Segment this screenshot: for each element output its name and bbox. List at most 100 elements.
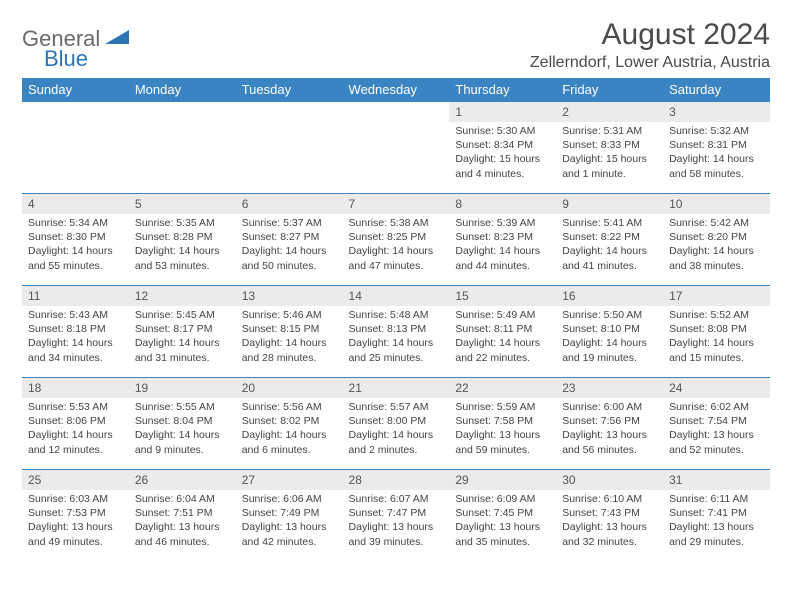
day-number: 7 [343,194,450,214]
day-details: Sunrise: 6:11 AMSunset: 7:41 PMDaylight:… [663,490,770,553]
day-details: Sunrise: 5:34 AMSunset: 8:30 PMDaylight:… [22,214,129,277]
calendar-day-cell: 15Sunrise: 5:49 AMSunset: 8:11 PMDayligh… [449,286,556,378]
calendar-day-cell: 23Sunrise: 6:00 AMSunset: 7:56 PMDayligh… [556,378,663,470]
calendar-day-cell: 7Sunrise: 5:38 AMSunset: 8:25 PMDaylight… [343,194,450,286]
calendar-week-row: 1Sunrise: 5:30 AMSunset: 8:34 PMDaylight… [22,102,770,194]
location-text: Zellerndorf, Lower Austria, Austria [530,54,770,72]
calendar-day-cell: 25Sunrise: 6:03 AMSunset: 7:53 PMDayligh… [22,470,129,562]
calendar-day-cell: 4Sunrise: 5:34 AMSunset: 8:30 PMDaylight… [22,194,129,286]
day-details: Sunrise: 5:38 AMSunset: 8:25 PMDaylight:… [343,214,450,277]
calendar-day-cell: 1Sunrise: 5:30 AMSunset: 8:34 PMDaylight… [449,102,556,194]
calendar-day-cell: 5Sunrise: 5:35 AMSunset: 8:28 PMDaylight… [129,194,236,286]
day-details: Sunrise: 5:57 AMSunset: 8:00 PMDaylight:… [343,398,450,461]
day-number: 8 [449,194,556,214]
calendar-day-cell: 31Sunrise: 6:11 AMSunset: 7:41 PMDayligh… [663,470,770,562]
weekday-header-row: SundayMondayTuesdayWednesdayThursdayFrid… [22,78,770,102]
day-number: 2 [556,102,663,122]
calendar-table: SundayMondayTuesdayWednesdayThursdayFrid… [22,78,770,562]
calendar-day-cell: 6Sunrise: 5:37 AMSunset: 8:27 PMDaylight… [236,194,343,286]
calendar-day-cell: 27Sunrise: 6:06 AMSunset: 7:49 PMDayligh… [236,470,343,562]
day-details: Sunrise: 5:35 AMSunset: 8:28 PMDaylight:… [129,214,236,277]
calendar-day-cell: 16Sunrise: 5:50 AMSunset: 8:10 PMDayligh… [556,286,663,378]
day-number: 12 [129,286,236,306]
day-details: Sunrise: 5:37 AMSunset: 8:27 PMDaylight:… [236,214,343,277]
day-number [236,102,343,122]
day-number: 4 [22,194,129,214]
weekday-header: Wednesday [343,78,450,102]
day-details: Sunrise: 5:39 AMSunset: 8:23 PMDaylight:… [449,214,556,277]
day-details: Sunrise: 6:07 AMSunset: 7:47 PMDaylight:… [343,490,450,553]
calendar-day-cell: 20Sunrise: 5:56 AMSunset: 8:02 PMDayligh… [236,378,343,470]
day-number: 27 [236,470,343,490]
day-number: 29 [449,470,556,490]
day-number: 16 [556,286,663,306]
calendar-day-cell: 3Sunrise: 5:32 AMSunset: 8:31 PMDaylight… [663,102,770,194]
logo: General Blue [22,26,131,72]
calendar-day-cell: 2Sunrise: 5:31 AMSunset: 8:33 PMDaylight… [556,102,663,194]
day-details: Sunrise: 6:09 AMSunset: 7:45 PMDaylight:… [449,490,556,553]
day-details: Sunrise: 6:04 AMSunset: 7:51 PMDaylight:… [129,490,236,553]
day-details: Sunrise: 5:53 AMSunset: 8:06 PMDaylight:… [22,398,129,461]
day-details: Sunrise: 6:00 AMSunset: 7:56 PMDaylight:… [556,398,663,461]
day-details: Sunrise: 6:06 AMSunset: 7:49 PMDaylight:… [236,490,343,553]
day-number: 3 [663,102,770,122]
day-details: Sunrise: 5:52 AMSunset: 8:08 PMDaylight:… [663,306,770,369]
day-number: 5 [129,194,236,214]
calendar-day-cell: 18Sunrise: 5:53 AMSunset: 8:06 PMDayligh… [22,378,129,470]
day-details: Sunrise: 5:30 AMSunset: 8:34 PMDaylight:… [449,122,556,185]
calendar-day-cell: 26Sunrise: 6:04 AMSunset: 7:51 PMDayligh… [129,470,236,562]
day-details: Sunrise: 5:32 AMSunset: 8:31 PMDaylight:… [663,122,770,185]
day-number: 18 [22,378,129,398]
calendar-day-cell: 21Sunrise: 5:57 AMSunset: 8:00 PMDayligh… [343,378,450,470]
day-number: 10 [663,194,770,214]
calendar-week-row: 11Sunrise: 5:43 AMSunset: 8:18 PMDayligh… [22,286,770,378]
weekday-header: Thursday [449,78,556,102]
day-number: 22 [449,378,556,398]
weekday-header: Saturday [663,78,770,102]
weekday-header: Friday [556,78,663,102]
day-number: 20 [236,378,343,398]
day-number: 13 [236,286,343,306]
calendar-day-cell: 8Sunrise: 5:39 AMSunset: 8:23 PMDaylight… [449,194,556,286]
day-number: 6 [236,194,343,214]
calendar-day-cell: 10Sunrise: 5:42 AMSunset: 8:20 PMDayligh… [663,194,770,286]
day-number [22,102,129,122]
calendar-day-cell: 12Sunrise: 5:45 AMSunset: 8:17 PMDayligh… [129,286,236,378]
day-number: 28 [343,470,450,490]
calendar-day-cell [129,102,236,194]
day-number [343,102,450,122]
day-number: 15 [449,286,556,306]
calendar-day-cell: 13Sunrise: 5:46 AMSunset: 8:15 PMDayligh… [236,286,343,378]
day-number: 31 [663,470,770,490]
weekday-header: Sunday [22,78,129,102]
day-details: Sunrise: 5:41 AMSunset: 8:22 PMDaylight:… [556,214,663,277]
day-number: 26 [129,470,236,490]
calendar-week-row: 4Sunrise: 5:34 AMSunset: 8:30 PMDaylight… [22,194,770,286]
day-number: 1 [449,102,556,122]
calendar-day-cell [22,102,129,194]
calendar-body: 1Sunrise: 5:30 AMSunset: 8:34 PMDaylight… [22,102,770,562]
day-details: Sunrise: 5:56 AMSunset: 8:02 PMDaylight:… [236,398,343,461]
calendar-day-cell: 29Sunrise: 6:09 AMSunset: 7:45 PMDayligh… [449,470,556,562]
day-details: Sunrise: 5:42 AMSunset: 8:20 PMDaylight:… [663,214,770,277]
calendar-day-cell: 9Sunrise: 5:41 AMSunset: 8:22 PMDaylight… [556,194,663,286]
calendar-day-cell [236,102,343,194]
day-number: 11 [22,286,129,306]
weekday-header: Monday [129,78,236,102]
day-number: 17 [663,286,770,306]
day-number: 24 [663,378,770,398]
calendar-day-cell [343,102,450,194]
day-number: 30 [556,470,663,490]
logo-triangle-icon [105,28,131,51]
day-number [129,102,236,122]
weekday-header: Tuesday [236,78,343,102]
day-details: Sunrise: 5:55 AMSunset: 8:04 PMDaylight:… [129,398,236,461]
day-number: 19 [129,378,236,398]
day-details: Sunrise: 5:43 AMSunset: 8:18 PMDaylight:… [22,306,129,369]
title-block: August 2024 Zellerndorf, Lower Austria, … [530,18,770,72]
day-details: Sunrise: 6:03 AMSunset: 7:53 PMDaylight:… [22,490,129,553]
day-number: 9 [556,194,663,214]
calendar-day-cell: 19Sunrise: 5:55 AMSunset: 8:04 PMDayligh… [129,378,236,470]
day-details: Sunrise: 5:49 AMSunset: 8:11 PMDaylight:… [449,306,556,369]
day-number: 25 [22,470,129,490]
